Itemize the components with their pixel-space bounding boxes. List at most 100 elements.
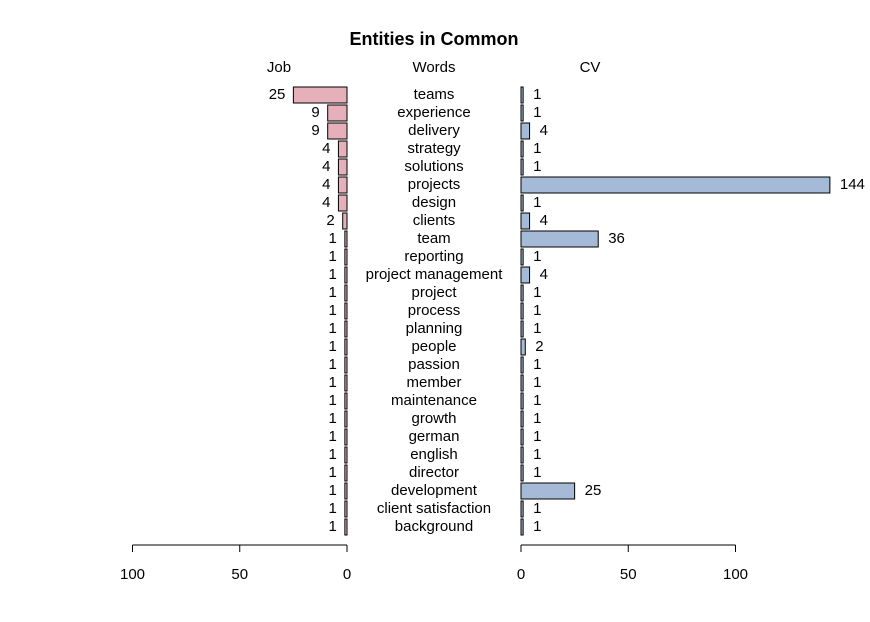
value-label: 1 bbox=[329, 410, 337, 427]
bar bbox=[520, 392, 524, 410]
value-label: 1 bbox=[533, 500, 541, 517]
x-tick-label: 50 bbox=[231, 566, 248, 583]
value-label: 1 bbox=[533, 320, 541, 337]
value-label: 1 bbox=[329, 500, 337, 517]
bar bbox=[327, 104, 348, 122]
bar bbox=[520, 176, 831, 194]
value-label: 1 bbox=[329, 338, 337, 355]
bar bbox=[520, 356, 524, 374]
bar bbox=[344, 302, 348, 320]
value-label: 9 bbox=[311, 104, 319, 121]
value-label: 1 bbox=[533, 518, 541, 535]
bar bbox=[344, 392, 348, 410]
value-label: 4 bbox=[322, 176, 330, 193]
value-label: 25 bbox=[585, 482, 602, 499]
value-label: 4 bbox=[540, 122, 548, 139]
category-label: german bbox=[409, 428, 460, 445]
value-label: 4 bbox=[540, 212, 548, 229]
bar bbox=[520, 518, 524, 536]
bar bbox=[520, 140, 524, 158]
bar bbox=[520, 446, 524, 464]
bar bbox=[520, 230, 599, 248]
value-label: 1 bbox=[329, 518, 337, 535]
column-header: CV bbox=[580, 59, 601, 76]
value-label: 4 bbox=[322, 158, 330, 175]
bar bbox=[344, 464, 348, 482]
chart-title: Entities in Common bbox=[349, 29, 518, 49]
category-label: development bbox=[391, 482, 478, 499]
value-label: 1 bbox=[533, 410, 541, 427]
bar bbox=[520, 464, 524, 482]
bar bbox=[520, 248, 524, 266]
bar bbox=[327, 122, 348, 140]
bar bbox=[520, 284, 524, 302]
value-label: 1 bbox=[533, 158, 541, 175]
value-label: 1 bbox=[329, 320, 337, 337]
value-label: 36 bbox=[608, 230, 625, 247]
bar bbox=[344, 518, 348, 536]
value-label: 1 bbox=[329, 428, 337, 445]
category-label: member bbox=[406, 374, 461, 391]
bar bbox=[344, 230, 348, 248]
value-label: 2 bbox=[326, 212, 334, 229]
bar bbox=[337, 194, 348, 212]
bar bbox=[344, 500, 348, 518]
bar bbox=[344, 446, 348, 464]
bar bbox=[520, 320, 524, 338]
value-label: 1 bbox=[329, 302, 337, 319]
bar bbox=[344, 248, 348, 266]
category-label: project bbox=[411, 284, 457, 301]
category-label: solutions bbox=[404, 158, 463, 175]
x-tick-label: 0 bbox=[343, 566, 351, 583]
value-label: 1 bbox=[329, 230, 337, 247]
bar bbox=[337, 140, 348, 158]
value-label: 1 bbox=[533, 374, 541, 391]
bar bbox=[520, 302, 524, 320]
value-label: 1 bbox=[533, 194, 541, 211]
category-label: process bbox=[408, 302, 461, 319]
category-label: planning bbox=[406, 320, 463, 337]
value-label: 144 bbox=[840, 176, 865, 193]
value-label: 1 bbox=[329, 446, 337, 463]
bar bbox=[520, 338, 526, 356]
value-label: 1 bbox=[533, 302, 541, 319]
bar bbox=[520, 500, 524, 518]
value-label: 1 bbox=[533, 86, 541, 103]
value-label: 1 bbox=[533, 446, 541, 463]
value-label: 1 bbox=[533, 248, 541, 265]
bar bbox=[520, 428, 524, 446]
category-label: projects bbox=[408, 176, 461, 193]
value-label: 1 bbox=[533, 140, 541, 157]
x-tick-label: 0 bbox=[517, 566, 525, 583]
value-label: 1 bbox=[329, 482, 337, 499]
value-label: 1 bbox=[533, 428, 541, 445]
value-label: 4 bbox=[322, 194, 330, 211]
value-label: 1 bbox=[329, 356, 337, 373]
category-label: client satisfaction bbox=[377, 500, 491, 517]
category-label: experience bbox=[397, 104, 470, 121]
bar bbox=[344, 482, 348, 500]
category-label: team bbox=[417, 230, 450, 247]
x-tick-label: 100 bbox=[723, 566, 748, 583]
bar bbox=[520, 86, 524, 104]
value-label: 1 bbox=[329, 248, 337, 265]
category-label: english bbox=[410, 446, 458, 463]
category-label: design bbox=[412, 194, 456, 211]
category-label: teams bbox=[414, 86, 455, 103]
column-header: Words bbox=[412, 59, 455, 76]
x-tick-label: 100 bbox=[120, 566, 145, 583]
bar bbox=[337, 176, 348, 194]
bar bbox=[344, 410, 348, 428]
bar bbox=[520, 482, 576, 500]
category-label: growth bbox=[411, 410, 456, 427]
value-label: 9 bbox=[311, 122, 319, 139]
bar bbox=[344, 428, 348, 446]
bar bbox=[520, 266, 531, 284]
bar bbox=[520, 158, 524, 176]
value-label: 1 bbox=[533, 356, 541, 373]
bar bbox=[344, 320, 348, 338]
value-label: 25 bbox=[269, 86, 286, 103]
bar bbox=[342, 212, 348, 230]
category-label: background bbox=[395, 518, 473, 535]
